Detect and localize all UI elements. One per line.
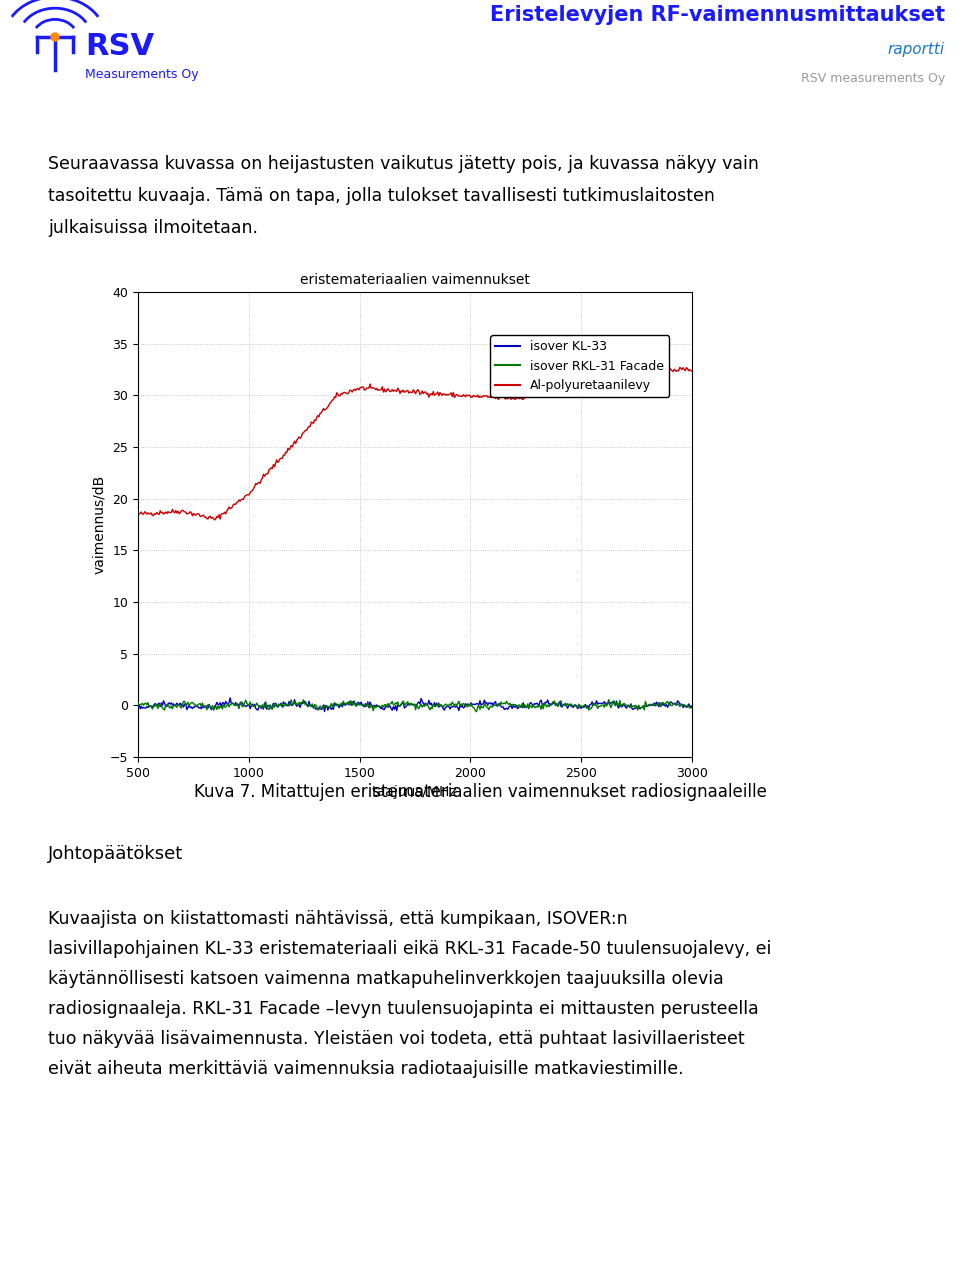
Circle shape <box>51 33 59 41</box>
Text: RSV: RSV <box>85 32 155 61</box>
Y-axis label: vaimennus/dB: vaimennus/dB <box>91 475 106 573</box>
Text: eivät aiheuta merkittäviä vaimennuksia radiotaajuisille matkaviestimille.: eivät aiheuta merkittäviä vaimennuksia r… <box>48 1060 684 1079</box>
Text: radiosignaaleja. RKL-31 Facade –levyn tuulensuojapinta ei mittausten perusteella: radiosignaaleja. RKL-31 Facade –levyn tu… <box>48 1000 758 1018</box>
Text: Kuvaajista on kiistattomasti nähtävissä, että kumpikaan, ISOVER:n: Kuvaajista on kiistattomasti nähtävissä,… <box>48 910 628 928</box>
Legend: isover KL-33, isover RKL-31 Facade, Al-polyuretaanilevy: isover KL-33, isover RKL-31 Facade, Al-p… <box>491 335 669 398</box>
Text: Measurements Oy: Measurements Oy <box>85 68 199 81</box>
Text: tasoitettu kuvaaja. Tämä on tapa, jolla tulokset tavallisesti tutkimuslaitosten: tasoitettu kuvaaja. Tämä on tapa, jolla … <box>48 187 715 205</box>
Text: käytännöllisesti katsoen vaimenna matkapuhelinverkkojen taajuuksilla olevia: käytännöllisesti katsoen vaimenna matkap… <box>48 970 724 987</box>
Text: julkaisuissa ilmoitetaan.: julkaisuissa ilmoitetaan. <box>48 219 258 237</box>
Text: raportti: raportti <box>888 42 945 57</box>
Text: Seuraavassa kuvassa on heijastusten vaikutus jätetty pois, ja kuvassa näkyy vain: Seuraavassa kuvassa on heijastusten vaik… <box>48 154 758 173</box>
Text: tuo näkyvää lisävaimennusta. Yleistäen voi todeta, että puhtaat lasivillaeristee: tuo näkyvää lisävaimennusta. Yleistäen v… <box>48 1031 745 1048</box>
Text: Kuva 7. Mitattujen eristemateriaalien vaimennukset radiosignaaleille: Kuva 7. Mitattujen eristemateriaalien va… <box>194 782 766 801</box>
Text: Eristelevyjen RF-vaimennusmittaukset: Eristelevyjen RF-vaimennusmittaukset <box>490 5 945 25</box>
Text: RSV measurements Oy: RSV measurements Oy <box>801 72 945 85</box>
Title: eristemateriaalien vaimennukset: eristemateriaalien vaimennukset <box>300 272 530 286</box>
Text: Johtopäätökset: Johtopäätökset <box>48 844 183 863</box>
X-axis label: taajuus/MHz: taajuus/MHz <box>372 785 458 799</box>
Text: lasivillapohjainen KL-33 eristemateriaali eikä RKL-31 Facade-50 tuulensuojalevy,: lasivillapohjainen KL-33 eristemateriaal… <box>48 939 772 958</box>
